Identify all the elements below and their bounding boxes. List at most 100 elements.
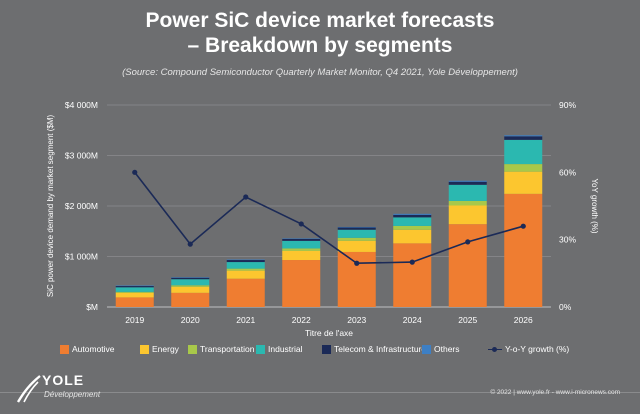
bar-segment-telecom-infrastructure [226, 260, 265, 263]
y-axis-title: SiC power device demand by market segmen… [46, 115, 55, 298]
bar-segment-telecom-infrastructure [337, 227, 376, 230]
bar-segment-energy [115, 292, 154, 298]
y-tick-label: $2 000M [65, 201, 98, 211]
bar-segment-others [337, 226, 376, 228]
bar-segment-industrial [393, 217, 432, 226]
bar-segment-transportation [504, 164, 543, 172]
growth-point [409, 259, 415, 265]
bar-segment-others [171, 277, 210, 278]
bar-segment-transportation [171, 285, 210, 287]
legend-swatch [60, 344, 69, 354]
bar-segment-industrial [337, 229, 376, 238]
legend-item: Y-o-Y growth (%) [488, 344, 569, 354]
bar-segment-telecom-infrastructure [115, 286, 154, 288]
x-tick-label: 2025 [458, 315, 477, 325]
legend-label: Energy [152, 344, 179, 354]
bar-segment-transportation [393, 225, 432, 230]
y2-tick-label: 60% [559, 167, 576, 177]
bar-segment-industrial [171, 279, 210, 286]
logo-subtitle: Développement [44, 390, 101, 399]
bar-segment-energy [448, 205, 487, 225]
logo-swoosh-icon [16, 375, 41, 403]
y2-tick-label: 90% [559, 100, 576, 110]
legend-item: Transportation [188, 344, 255, 354]
bar-segment-industrial [504, 139, 543, 165]
x-tick-label: 2022 [292, 315, 311, 325]
y-tick-label: $4 000M [65, 100, 98, 110]
bar-segment-energy [337, 240, 376, 252]
legend-swatch [140, 344, 149, 354]
yole-logo: YOLE Développement [14, 372, 104, 408]
bar-segment-automotive [282, 260, 321, 307]
chart-legend: Automotive Energy Transportation Industrial… [60, 344, 620, 360]
legend-label: Automotive [72, 344, 115, 354]
x-tick-label: 2023 [347, 315, 366, 325]
legend-swatch [256, 344, 265, 354]
bar-segment-industrial [226, 262, 265, 269]
chart-title: Power SiC device market forecasts – Brea… [0, 8, 640, 58]
title-line-2: – Breakdown by segments [187, 34, 453, 57]
x-tick-label: 2026 [514, 315, 533, 325]
y-tick-label: $M [86, 302, 98, 312]
legend-label: Others [434, 344, 460, 354]
bar-segment-telecom-infrastructure [504, 136, 543, 140]
bar-segment-others [115, 285, 154, 287]
legend-item: Others [422, 344, 460, 354]
chart-subtitle: (Source: Compound Semiconductor Quarterl… [122, 67, 518, 78]
legend-label: Industrial [268, 344, 303, 354]
bar-segment-energy [226, 270, 265, 279]
legend-label: Transportation [200, 344, 255, 354]
growth-point [187, 241, 193, 247]
growth-line [134, 171, 524, 265]
bar-segment-automotive [504, 193, 543, 307]
logo-wordmark: YOLE [42, 372, 85, 388]
bar-segment-automotive [226, 278, 265, 307]
bar-segment-energy [171, 286, 210, 293]
growth-point [520, 223, 526, 229]
legend-item: Energy [140, 344, 179, 354]
bar-segment-others [393, 213, 432, 215]
legend-item: Automotive [60, 344, 115, 354]
growth-point [298, 221, 304, 227]
bar-segment-telecom-infrastructure [171, 277, 210, 280]
bar-segment-others [448, 180, 487, 182]
bar-segment-automotive [171, 292, 210, 307]
x-tick-label: 2024 [403, 315, 422, 325]
bar-segment-telecom-infrastructure [282, 238, 321, 241]
x-tick-label: 2019 [125, 315, 144, 325]
x-tick-label: 2020 [181, 315, 200, 325]
legend-label: Telecom & Infrastructure [334, 344, 427, 354]
bar-segment-industrial [115, 287, 154, 292]
growth-point [132, 169, 138, 175]
growth-point [243, 194, 249, 200]
bar-segment-transportation [337, 237, 376, 241]
x-axis-title: Titre de l'axe [305, 328, 353, 338]
legend-item: Industrial [256, 344, 303, 354]
legend-line-marker-icon [488, 345, 502, 354]
y-tick-label: $3 000M [65, 151, 98, 161]
bar-segment-telecom-infrastructure [393, 214, 432, 218]
bar-segment-energy [282, 250, 321, 261]
bar-segment-energy [393, 229, 432, 244]
bar-segment-transportation [282, 248, 321, 251]
footer-divider [0, 392, 640, 393]
legend-label: Y-o-Y growth (%) [505, 344, 570, 354]
x-tick-label: 2021 [236, 315, 255, 325]
legend-swatch [322, 344, 331, 354]
bar-segment-transportation [226, 268, 265, 271]
bar-segment-others [282, 238, 321, 239]
y2-axis-title: YoY growth (%) [590, 178, 599, 233]
title-line-1: Power SiC device market forecasts [145, 9, 495, 32]
growth-point [465, 239, 471, 245]
growth-point [354, 260, 360, 266]
bar-segment-transportation [115, 291, 154, 293]
bar-segment-automotive [115, 297, 154, 307]
copyright-text: © 2022 | www.yole.fr - www.i-micronews.c… [490, 389, 620, 396]
bar-segment-industrial [282, 240, 321, 249]
y2-tick-label: 30% [559, 235, 576, 245]
legend-swatch [188, 344, 197, 354]
bar-segment-others [504, 135, 543, 137]
legend-item: Telecom & Infrastructure [322, 344, 426, 354]
legend-swatch [422, 344, 431, 354]
